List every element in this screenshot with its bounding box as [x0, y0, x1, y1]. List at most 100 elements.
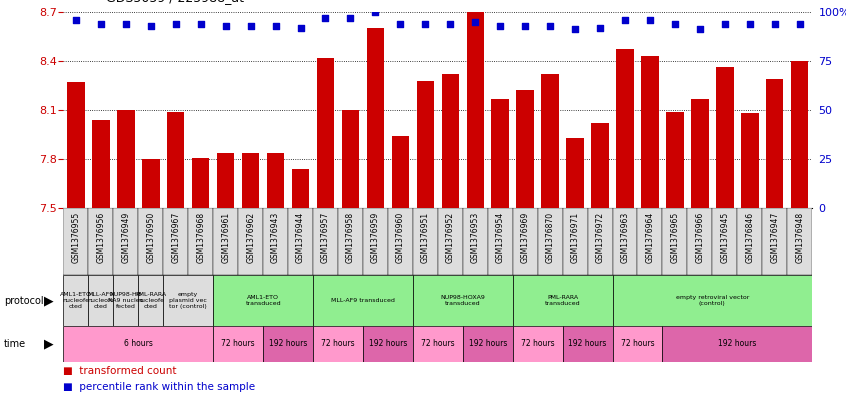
Point [343, 15, 357, 21]
Point [519, 22, 532, 29]
Text: AML1-ETO
nucleofe
cted: AML1-ETO nucleofe cted [60, 292, 92, 309]
Text: GSM1376972: GSM1376972 [596, 212, 605, 263]
Text: GSM1376944: GSM1376944 [296, 212, 305, 263]
Bar [313, 326, 363, 362]
Text: GSM1376947: GSM1376947 [770, 212, 779, 263]
Bar [188, 208, 213, 275]
Bar [413, 208, 437, 275]
Bar [666, 112, 684, 208]
Point [743, 20, 756, 27]
Bar [139, 275, 163, 326]
Bar [88, 208, 113, 275]
Point [419, 20, 432, 27]
Text: PML-RARA
transduced: PML-RARA transduced [545, 295, 580, 306]
Bar [637, 208, 662, 275]
Text: GSM1376950: GSM1376950 [146, 212, 156, 263]
Text: GSM1376963: GSM1376963 [620, 212, 629, 263]
Point [319, 15, 332, 21]
Bar [113, 208, 138, 275]
Point [593, 24, 607, 31]
Point [793, 20, 806, 27]
Text: GSM1376943: GSM1376943 [271, 212, 280, 263]
Text: 72 hours: 72 hours [321, 340, 354, 348]
Bar [387, 208, 413, 275]
Point [618, 17, 632, 23]
Bar [163, 275, 213, 326]
Text: empty retroviral vector
(control): empty retroviral vector (control) [676, 295, 749, 306]
Text: GSM1376948: GSM1376948 [795, 212, 805, 263]
Bar [563, 208, 587, 275]
Bar [787, 208, 812, 275]
Text: GSM1376968: GSM1376968 [196, 212, 206, 263]
Bar [766, 79, 783, 208]
Bar [292, 169, 310, 208]
Bar [587, 208, 613, 275]
Point [269, 22, 283, 29]
Bar [662, 208, 687, 275]
Text: GSM1376957: GSM1376957 [321, 212, 330, 263]
Text: GSM1376956: GSM1376956 [96, 212, 106, 263]
Bar [113, 275, 138, 326]
Point [144, 22, 157, 29]
Text: GSM1376960: GSM1376960 [396, 212, 405, 263]
Text: ■  transformed count: ■ transformed count [63, 366, 177, 376]
Point [194, 20, 207, 27]
Bar [741, 113, 759, 208]
Bar [513, 208, 538, 275]
Bar [513, 275, 613, 326]
Text: NUP98-HO
XA9 nucleo
fected: NUP98-HO XA9 nucleo fected [108, 292, 144, 309]
Text: 72 hours: 72 hours [421, 340, 454, 348]
Text: 192 hours: 192 hours [469, 340, 507, 348]
Bar [541, 74, 559, 208]
Text: empty
plasmid vec
tor (control): empty plasmid vec tor (control) [169, 292, 207, 309]
Text: 72 hours: 72 hours [222, 340, 255, 348]
Text: GSM1376965: GSM1376965 [670, 212, 679, 263]
Point [543, 22, 557, 29]
Text: 192 hours: 192 hours [369, 340, 407, 348]
Point [369, 9, 382, 15]
Point [244, 22, 257, 29]
Bar [616, 50, 634, 208]
Text: ■  percentile rank within the sample: ■ percentile rank within the sample [63, 382, 255, 392]
Bar [641, 56, 659, 208]
Text: GSM1376954: GSM1376954 [496, 212, 505, 263]
Bar [342, 110, 360, 208]
Text: GSM1376967: GSM1376967 [171, 212, 180, 263]
Text: protocol: protocol [4, 296, 44, 306]
Point [643, 17, 656, 23]
Point [119, 20, 133, 27]
Text: 6 hours: 6 hours [124, 340, 153, 348]
Bar [163, 208, 188, 275]
Bar [366, 28, 384, 208]
Text: GSM1376962: GSM1376962 [246, 212, 255, 263]
Text: GSM1376964: GSM1376964 [645, 212, 655, 263]
Text: AML1-ETO
transduced: AML1-ETO transduced [245, 295, 281, 306]
Text: MLL-AF9
nucleofe
cted: MLL-AF9 nucleofe cted [87, 292, 114, 309]
Text: NUP98-HOXA9
transduced: NUP98-HOXA9 transduced [440, 295, 486, 306]
Bar [687, 208, 712, 275]
Text: GDS5059 / 225988_at: GDS5059 / 225988_at [106, 0, 244, 4]
Text: 72 hours: 72 hours [621, 340, 654, 348]
Bar [213, 275, 313, 326]
Bar [313, 275, 413, 326]
Text: 192 hours: 192 hours [718, 340, 756, 348]
Bar [566, 138, 584, 208]
Bar [142, 159, 160, 208]
Bar [316, 58, 334, 208]
Bar [791, 61, 809, 208]
Bar [213, 326, 263, 362]
Point [768, 20, 782, 27]
Bar [487, 208, 513, 275]
Point [469, 18, 482, 25]
Text: GSM1376959: GSM1376959 [371, 212, 380, 263]
Bar [563, 326, 613, 362]
Bar [263, 208, 288, 275]
Point [493, 22, 507, 29]
Text: GSM1376953: GSM1376953 [470, 212, 480, 263]
Bar [213, 208, 238, 275]
Text: GSM1376958: GSM1376958 [346, 212, 355, 263]
Bar [662, 326, 812, 362]
Bar [538, 208, 563, 275]
Bar [413, 326, 463, 362]
Text: GSM1376966: GSM1376966 [695, 212, 705, 263]
